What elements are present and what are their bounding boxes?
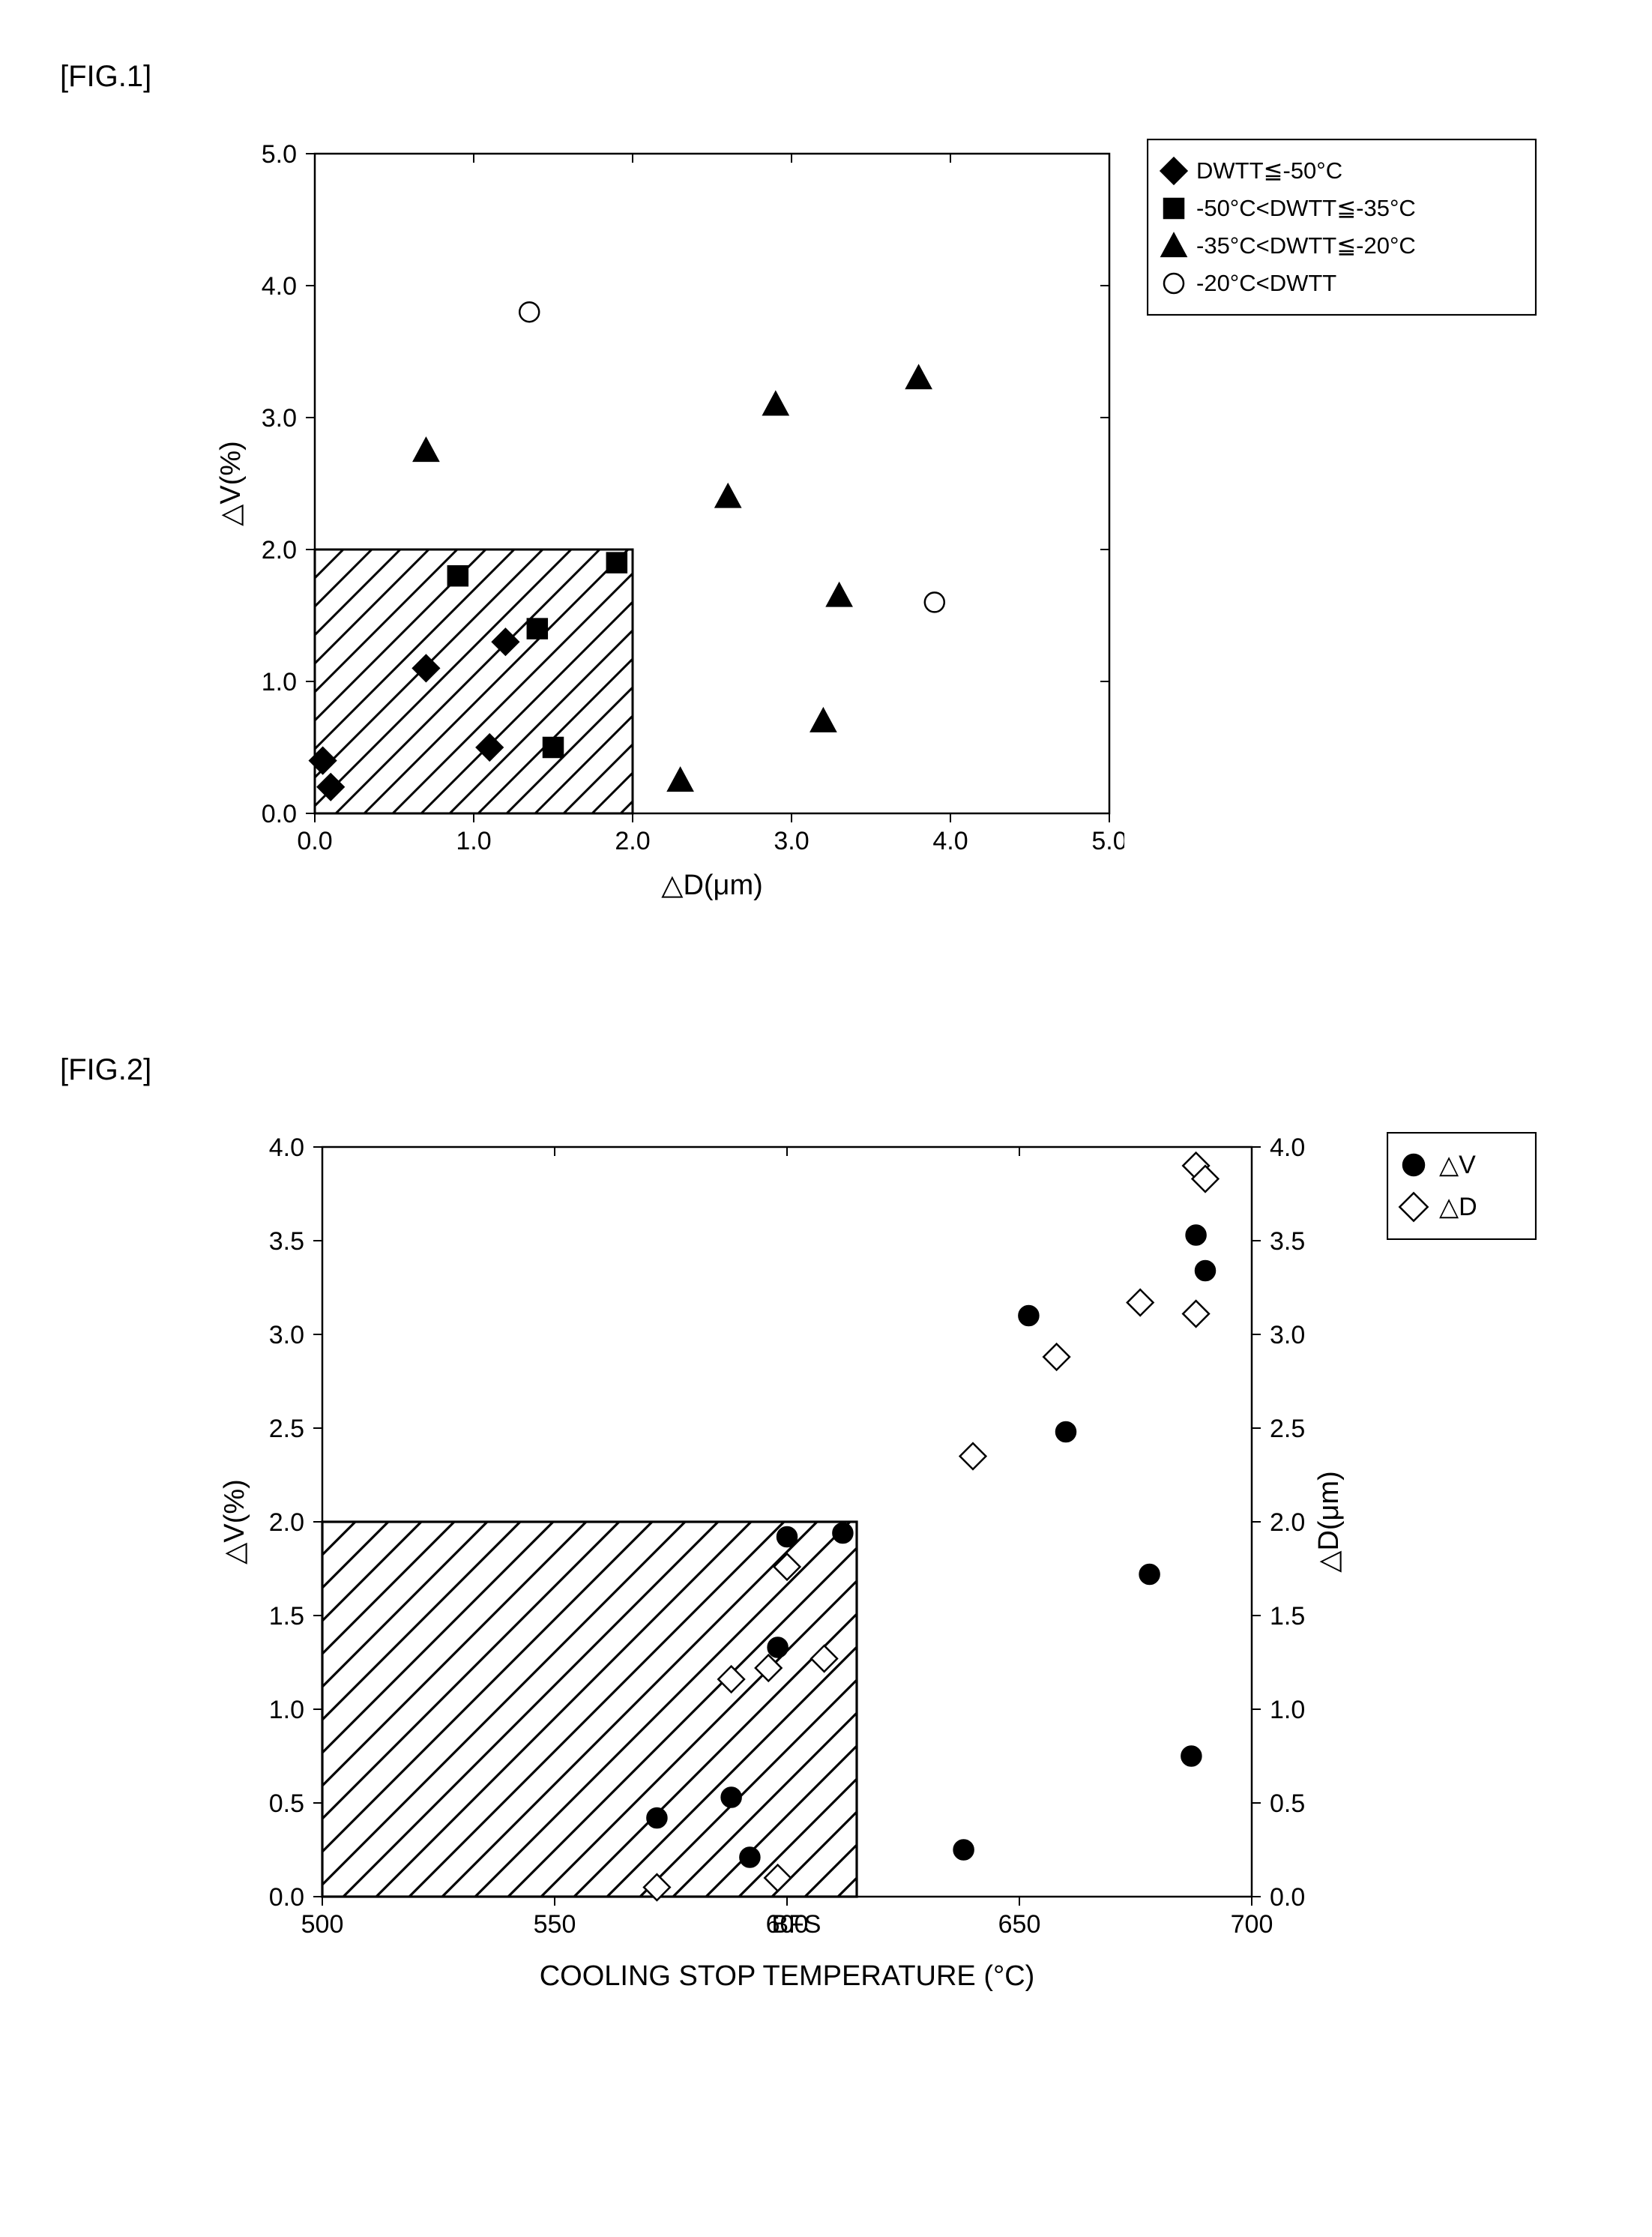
fig1-legend: DWTT≦-50°C -50°C<DWTT≦-35°C -35°C<DWTT≦-20… [1147,139,1537,316]
svg-text:3.0: 3.0 [269,1321,304,1349]
svg-text:BFS: BFS [771,1910,821,1939]
svg-text:-20°C<DWTT: -20°C<DWTT [1196,270,1336,296]
svg-text:1.0: 1.0 [262,668,297,696]
svg-text:1.0: 1.0 [269,1696,304,1724]
svg-text:△D(μm): △D(μm) [661,870,763,901]
fig1-row: 0.0 1.0 2.0 3.0 4.0 5.0 0.0 1.0 2.0 3.0 4.0 5.0 △D(μ… [210,139,1592,918]
svg-text:2.5: 2.5 [269,1415,304,1443]
svg-text:3.5: 3.5 [1270,1227,1305,1256]
svg-text:3.0: 3.0 [1270,1321,1305,1349]
svg-text:2.0: 2.0 [615,827,650,855]
svg-text:0.5: 0.5 [269,1789,304,1818]
svg-text:5.0: 5.0 [262,140,297,169]
fig2-row: 5005506006507000.00.00.50.51.01.01.51.52… [210,1132,1592,2024]
svg-text:-35°C<DWTT≦-20°C: -35°C<DWTT≦-20°C [1196,232,1416,259]
svg-text:700: 700 [1231,1910,1273,1939]
svg-text:4.0: 4.0 [269,1133,304,1162]
svg-text:△V: △V [1439,1151,1476,1179]
svg-text:4.0: 4.0 [1270,1133,1305,1162]
svg-text:4.0: 4.0 [932,827,968,855]
figure-1: [FIG.1] 0.0 1.0 2.0 3.0 4.0 5.0 0.0 1.0 2.0 3.0 4.… [60,60,1592,918]
svg-text:1.0: 1.0 [456,827,491,855]
fig2-label: [FIG.2] [60,1053,1592,1087]
svg-text:550: 550 [534,1910,576,1939]
svg-text:2.0: 2.0 [1270,1508,1305,1537]
svg-text:0.0: 0.0 [269,1883,304,1912]
svg-text:5.0: 5.0 [1091,827,1124,855]
fig1-chart: 0.0 1.0 2.0 3.0 4.0 5.0 0.0 1.0 2.0 3.0 4.0 5.0 △D(μ… [210,139,1124,918]
svg-text:-50°C<DWTT≦-35°C: -50°C<DWTT≦-35°C [1196,195,1416,221]
svg-text:△D: △D [1439,1193,1477,1221]
svg-text:3.5: 3.5 [269,1227,304,1256]
svg-text:4.0: 4.0 [262,272,297,301]
svg-text:1.5: 1.5 [269,1602,304,1631]
svg-text:0.0: 0.0 [1270,1883,1305,1912]
fig1-label: [FIG.1] [60,60,1592,94]
fig2-legend: △V △D [1387,1132,1537,1240]
svg-text:2.0: 2.0 [262,536,297,564]
svg-text:0.5: 0.5 [1270,1789,1305,1818]
fig2-chart: 5005506006507000.00.00.50.51.01.01.51.52… [210,1132,1364,2024]
svg-text:2.5: 2.5 [1270,1415,1305,1443]
svg-text:1.0: 1.0 [1270,1696,1305,1724]
svg-text:DWTT≦-50°C: DWTT≦-50°C [1196,157,1342,184]
svg-text:0.0: 0.0 [297,827,332,855]
svg-text:0.0: 0.0 [262,800,297,828]
svg-text:650: 650 [998,1910,1041,1939]
figure-2: [FIG.2] 5005506006507000.00.00.50.51.01.… [60,1053,1592,2024]
svg-text:△D(μm): △D(μm) [1313,1471,1345,1573]
svg-text:500: 500 [301,1910,344,1939]
svg-text:1.5: 1.5 [1270,1602,1305,1631]
svg-text:3.0: 3.0 [774,827,809,855]
svg-text:3.0: 3.0 [262,404,297,433]
svg-text:△V(%): △V(%) [219,1479,250,1565]
svg-text:2.0: 2.0 [269,1508,304,1537]
svg-text:△V(%): △V(%) [215,441,247,526]
svg-text:COOLING STOP TEMPERATURE (°C): COOLING STOP TEMPERATURE (°C) [540,1960,1035,1992]
